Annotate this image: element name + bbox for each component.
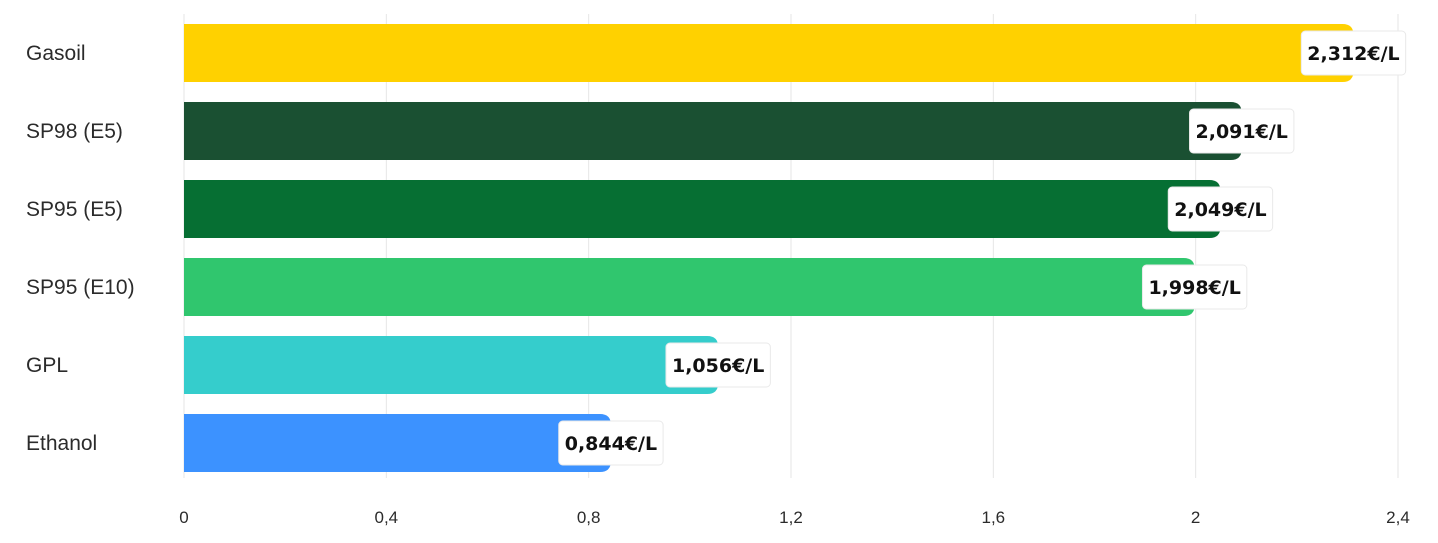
category-label: Gasoil <box>26 42 86 65</box>
grid-layer <box>183 14 1399 478</box>
x-tick-label-layer: 0 0,4 0,8 1,2 1,6 2 2,4 <box>179 508 1410 527</box>
data-label-text: 2,049€/L <box>1174 199 1266 221</box>
data-label-text: 2,091€/L <box>1196 121 1288 143</box>
data-label-text: 2,312€/L <box>1307 43 1399 65</box>
category-label: SP98 (E5) <box>26 120 123 143</box>
bar-sp95-e10 <box>184 258 1195 316</box>
data-label: 2,091€/L <box>1189 108 1295 154</box>
category-label: SP95 (E5) <box>26 198 123 221</box>
data-label-badge <box>1167 186 1274 232</box>
x-tick-label: 2,4 <box>1386 508 1410 527</box>
bar-layer <box>184 24 1354 472</box>
data-label-badge <box>665 342 771 388</box>
data-label: 1,056€/L <box>665 342 771 388</box>
bar-sp95-e5 <box>184 180 1221 238</box>
category-label: Ethanol <box>26 432 97 455</box>
category-label: GPL <box>26 354 68 377</box>
data-label-text: 1,998€/L <box>1148 277 1240 299</box>
x-tick-label: 0 <box>179 508 188 527</box>
data-label: 1,998€/L <box>1141 264 1248 310</box>
bar-ethanol <box>184 414 611 472</box>
x-tick-label: 1,6 <box>982 508 1006 527</box>
data-label-badge <box>1189 108 1295 154</box>
data-label-text: 1,056€/L <box>672 355 764 377</box>
bar-gasoil <box>184 24 1354 82</box>
bar-sp98-e5 <box>184 102 1242 160</box>
data-label-badge <box>1300 30 1407 76</box>
category-label-layer: Gasoil SP98 (E5) SP95 (E5) SP95 (E10) GPL Eth… <box>26 42 135 455</box>
x-tick-label: 2 <box>1191 508 1200 527</box>
data-label: 2,312€/L <box>1300 30 1407 76</box>
data-label-badge <box>1141 264 1248 310</box>
bar-gpl <box>184 336 719 394</box>
data-label-layer: 2,312€/L 2,091€/L 2,049€/L 1,998€/L 1,056€/L… <box>558 30 1407 466</box>
data-label: 2,049€/L <box>1167 186 1274 232</box>
category-label: SP95 (E10) <box>26 276 135 299</box>
x-tick-label: 0,4 <box>375 508 399 527</box>
data-label-text: 0,844€/L <box>565 433 657 455</box>
data-label-badge <box>558 420 664 466</box>
data-label: 0,844€/L <box>558 420 664 466</box>
x-tick-label: 1,2 <box>779 508 803 527</box>
x-tick-label: 0,8 <box>577 508 601 527</box>
